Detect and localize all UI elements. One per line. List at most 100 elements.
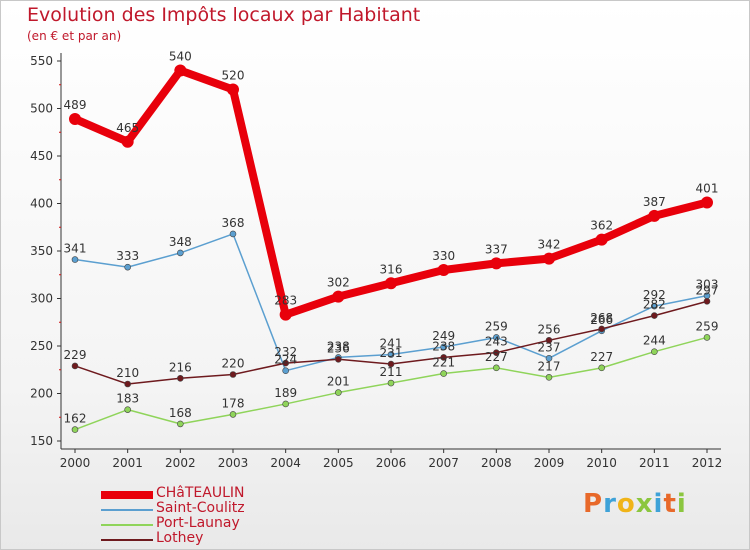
data-point-ch-teaulin [595,233,608,246]
data-label-ch-teaulin: 362 [590,219,613,233]
x-tick-label: 2003 [218,456,249,470]
data-point-lothey [598,325,605,333]
legend-label: Lothey [156,530,204,546]
data-label-port-launay: 244 [643,334,666,348]
data-label-lothey: 297 [696,283,719,297]
x-tick-label: 2010 [586,456,617,470]
y-tick-label: 450 [30,149,53,163]
data-point-saint-coulitz [177,249,184,257]
logo-letter: i [676,489,687,519]
data-point-ch-teaulin [174,64,187,77]
data-label-ch-teaulin: 540 [169,50,192,64]
data-label-saint-coulitz: 333 [116,249,139,263]
legend-swatch [101,538,153,541]
x-tick-label: 2001 [112,456,143,470]
data-point-ch-teaulin [543,252,555,265]
data-label-port-launay: 211 [380,365,403,379]
logo-letter: r [603,489,617,519]
data-point-port-launay [282,400,289,408]
proxiti-logo: Proxiti [583,489,687,519]
y-tick-label: 400 [30,197,53,211]
data-point-saint-coulitz [651,302,658,310]
data-label-port-launay: 178 [222,396,245,410]
data-label-port-launay: 221 [432,356,455,370]
data-label-ch-teaulin: 337 [485,242,508,256]
data-point-ch-teaulin [490,257,503,270]
data-point-port-launay [335,389,342,396]
data-label-lothey: 220 [222,357,245,371]
data-label-saint-coulitz: 238 [327,339,350,353]
data-label-ch-teaulin: 489 [64,98,87,112]
data-label-ch-teaulin: 330 [432,249,455,263]
data-label-port-launay: 227 [590,350,613,364]
data-label-ch-teaulin: 342 [538,238,561,252]
data-point-lothey [71,362,79,370]
data-point-ch-teaulin [121,135,134,148]
data-label-port-launay: 162 [64,412,87,426]
data-point-saint-coulitz [493,334,500,341]
data-label-lothey: 236 [327,341,350,355]
legend-swatch [101,508,153,511]
y-tick-label: 350 [30,244,53,258]
data-point-port-launay [545,374,553,381]
legend-swatch [101,523,153,526]
data-point-saint-coulitz [71,256,79,263]
data-label-ch-teaulin: 387 [643,195,666,209]
data-point-saint-coulitz [282,367,289,375]
data-label-saint-coulitz: 249 [432,329,455,343]
data-point-ch-teaulin [279,308,292,321]
chart-title: Evolution des Impôts locaux par Habitant [27,4,421,26]
logo-letter: x [635,489,654,519]
data-label-lothey: 238 [432,339,455,353]
data-label-ch-teaulin: 520 [222,69,245,83]
data-point-saint-coulitz [387,351,395,358]
data-label-lothey: 268 [590,311,613,325]
y-tick-label: 150 [30,434,53,448]
data-label-lothey: 231 [380,346,403,360]
logo-letter: t [663,489,677,519]
data-point-lothey [229,371,237,378]
legend-label: Port-Launay [156,515,240,531]
data-point-port-launay [598,364,605,372]
data-point-port-launay [124,406,131,413]
legend-label: Saint-Coulitz [156,500,245,516]
legend-label: CHâTEAULIN [156,485,245,501]
data-label-ch-teaulin: 283 [274,294,297,308]
data-label-lothey: 210 [116,366,139,380]
data-label-saint-coulitz: 341 [64,242,87,256]
data-label-ch-teaulin: 465 [116,121,139,135]
data-label-port-launay: 259 [696,319,719,333]
data-point-ch-teaulin [69,112,81,125]
data-point-ch-teaulin [701,196,713,209]
data-label-lothey: 282 [643,298,666,312]
data-point-lothey [177,374,184,382]
data-point-ch-teaulin [332,290,345,303]
data-point-lothey [387,360,395,368]
data-point-lothey [124,380,131,388]
legend-swatch [101,490,153,499]
data-point-lothey [651,312,658,319]
data-point-lothey [493,349,500,356]
data-point-port-launay [387,379,395,387]
data-label-lothey: 229 [64,348,87,362]
data-point-lothey [282,359,289,367]
data-label-lothey: 243 [485,335,508,349]
data-point-saint-coulitz [440,343,447,351]
y-tick-label: 250 [30,339,53,353]
data-point-ch-teaulin [385,277,397,290]
x-tick-label: 2005 [323,456,354,470]
data-point-port-launay [177,420,184,428]
data-label-lothey: 256 [538,322,561,336]
data-label-lothey: 216 [169,360,192,374]
y-tick-label: 550 [30,54,53,68]
data-point-ch-teaulin [648,209,661,222]
x-tick-label: 2011 [639,456,670,470]
chart-subtitle: (en € et par an) [27,29,122,43]
data-point-port-launay [703,334,711,341]
data-point-lothey [703,298,711,305]
data-point-lothey [545,336,553,344]
logo-letter: o [616,489,636,519]
data-point-saint-coulitz [124,263,131,271]
